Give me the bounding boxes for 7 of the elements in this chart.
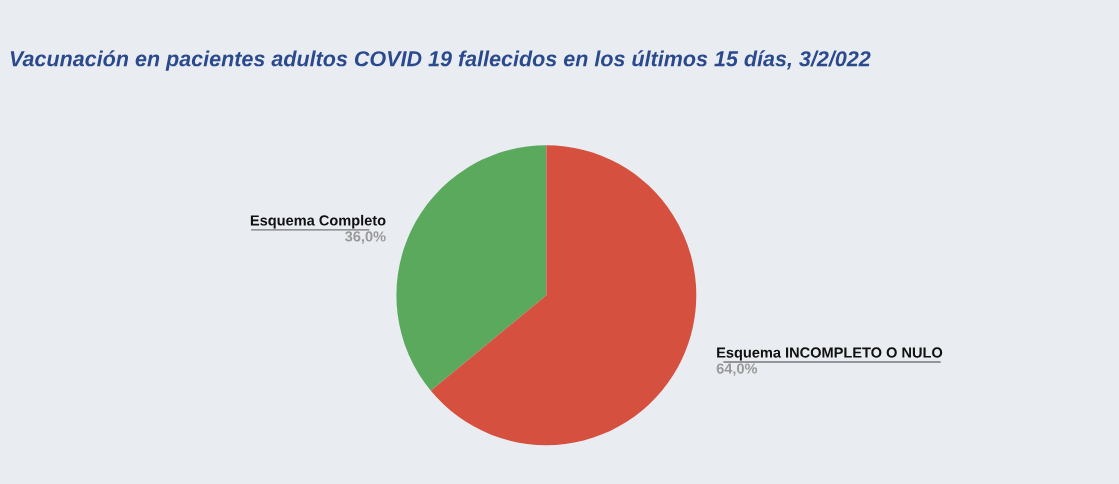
pie-slice [396, 145, 547, 391]
data-label: 36,0% [345, 231, 386, 244]
slice-label: Esquema Completo [250, 214, 386, 229]
data-label: 64,0% [716, 363, 758, 376]
slice-label: Esquema INCOMPLETO O NULO [717, 347, 943, 361]
chart-title: Vacunación en pacientes adultos COVID 19 fallecidos en los últimos 15 días, 3/2/022 [10, 50, 871, 71]
pie-slice [430, 145, 697, 446]
